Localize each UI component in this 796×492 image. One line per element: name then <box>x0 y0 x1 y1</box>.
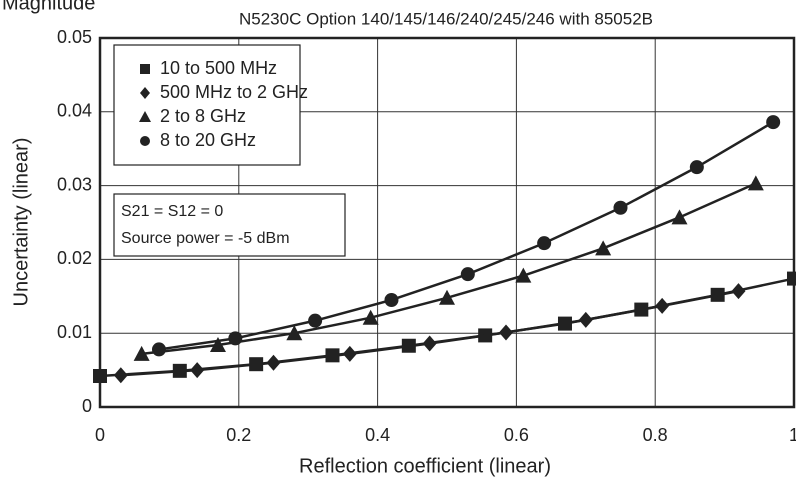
marker-circle <box>384 292 399 307</box>
legend-label: 2 to 8 GHz <box>160 106 246 126</box>
x-axis-label: Reflection coefficient (linear) <box>299 455 551 477</box>
marker-triangle <box>595 240 612 256</box>
marker-circle <box>537 236 552 251</box>
x-tick-label: 0.4 <box>365 425 390 445</box>
legend-label: 10 to 500 MHz <box>160 58 277 78</box>
annotation-box <box>113 193 346 257</box>
marker-circle <box>308 313 323 328</box>
marker-diamond <box>266 354 281 371</box>
marker-triangle <box>362 309 379 325</box>
x-tick-label: 0.2 <box>226 425 251 445</box>
marker-diamond <box>113 367 128 384</box>
legend-label: 500 MHz to 2 GHz <box>160 82 308 102</box>
marker-triangle <box>671 209 688 225</box>
marker-square <box>93 369 107 384</box>
marker-circle <box>228 331 243 346</box>
marker-triangle <box>747 175 764 191</box>
marker-circle <box>689 160 704 175</box>
marker-diamond <box>342 345 357 362</box>
marker-circle <box>140 136 150 146</box>
chart-title: N5230C Option 140/145/146/240/245/246 wi… <box>239 9 653 28</box>
x-tick-label: 0 <box>95 425 105 445</box>
marker-circle <box>460 267 475 282</box>
marker-diamond <box>731 283 746 300</box>
annotation-text: Source power = -5 dBm <box>121 230 290 247</box>
marker-triangle <box>286 325 303 341</box>
marker-square <box>140 64 150 74</box>
annotation-text: S21 = S12 = 0 <box>121 203 223 220</box>
x-tick-label: 0.8 <box>643 425 668 445</box>
y-tick-label: 0.01 <box>57 322 92 342</box>
y-tick-label: 0.04 <box>57 101 92 121</box>
plot-frame <box>98 36 796 409</box>
y-tick-label: 0.03 <box>57 174 92 194</box>
marker-diamond <box>498 324 513 341</box>
x-tick-label: 1 <box>789 425 796 445</box>
y-axis-label: Uncertainty (linear) <box>10 138 32 307</box>
legend-label: 8 to 20 GHz <box>160 130 256 150</box>
marker-diamond <box>655 297 670 314</box>
marker-triangle <box>133 345 150 361</box>
y-tick-label: 0 <box>82 396 92 416</box>
marker-diamond <box>140 87 150 99</box>
marker-triangle <box>439 289 455 305</box>
marker-diamond <box>190 362 205 379</box>
x-tick-label: 0.6 <box>504 425 529 445</box>
marker-triangle <box>209 337 226 353</box>
marker-triangle <box>139 111 151 122</box>
corner-label: Magnitude <box>2 0 95 14</box>
marker-circle <box>613 200 628 215</box>
marker-square <box>787 271 796 286</box>
marker-circle <box>151 342 166 357</box>
marker-diamond <box>578 311 593 328</box>
marker-circle <box>766 115 781 130</box>
y-tick-label: 0.02 <box>57 248 92 268</box>
marker-triangle <box>515 267 532 283</box>
marker-diamond <box>422 335 437 352</box>
y-tick-label: 0.05 <box>57 27 92 47</box>
